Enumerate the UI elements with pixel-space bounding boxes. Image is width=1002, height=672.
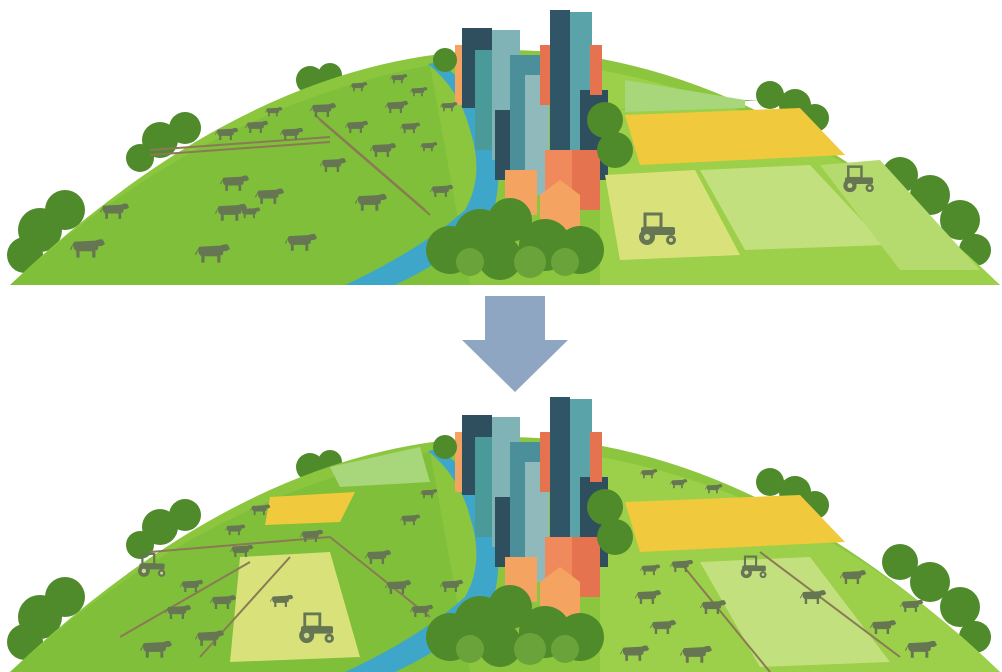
scene-after <box>7 397 1000 672</box>
arrow <box>462 296 568 392</box>
scene-before <box>7 10 1000 285</box>
